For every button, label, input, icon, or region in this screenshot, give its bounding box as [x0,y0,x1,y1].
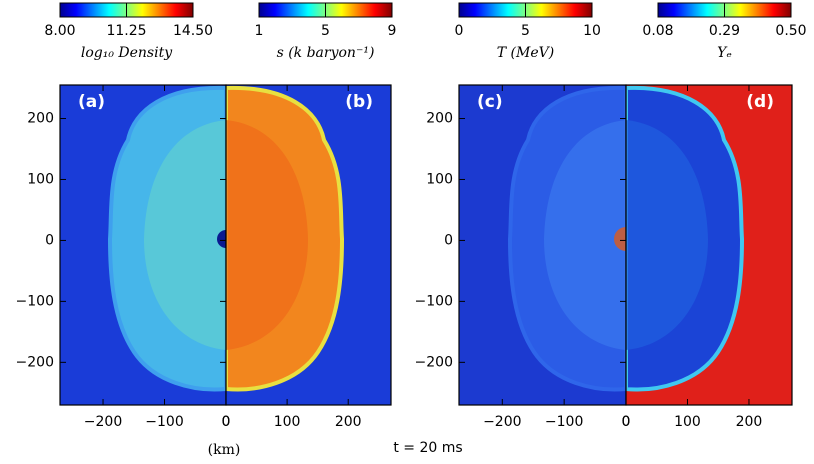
y-tick-label: 0 [444,232,453,248]
colorbar-label: s (k baryon⁻¹) [277,45,375,61]
panel-label: (c) [477,92,503,112]
caption: t = 20 ms [393,440,462,456]
core [614,227,626,251]
y-tick-label: −100 [415,293,453,309]
x-axis-label: (km) [208,442,241,458]
colorbar-tick-label: 5 [321,23,330,39]
colorbar-tick-label: 0.08 [642,23,673,39]
y-tick-label: 100 [27,171,54,187]
colorbar-tick-label: 0 [455,23,464,39]
colorbar-label: log₁₀ Density [81,45,173,61]
colorbar-tick-label: 9 [388,23,397,39]
panel-label: (d) [746,92,774,112]
colorbar-tick-label: 10 [583,23,601,39]
x-tick-label: 200 [736,414,763,430]
axes-frame [625,84,793,406]
x-tick-label: −200 [483,414,521,430]
colorbar-tick-label: 5 [521,23,530,39]
heatmap-image [626,85,792,405]
y-tick-label: −200 [415,354,453,370]
colorbar-tick-label: 0.50 [775,23,806,39]
x-tick-label: 100 [274,414,301,430]
ejecta-core [544,120,626,350]
x-tick-label: 0 [622,414,631,430]
x-tick-label: 200 [335,414,362,430]
colorbar-label: T (MeV) [497,45,554,61]
x-tick-label: −100 [545,414,583,430]
x-tick-label: 0 [222,414,231,430]
y-tick-label: 0 [45,232,54,248]
panel-label: (b) [345,92,373,112]
y-tick-label: −200 [16,354,54,370]
ejecta-core [226,120,308,350]
panel-label: (a) [78,92,105,112]
colorbar-label: Yₑ [717,45,732,61]
axes-frame [225,84,392,406]
y-tick-label: −100 [16,293,54,309]
colorbar-tick-label: 0.29 [709,23,740,39]
colorbar-tick-label: 1 [255,23,264,39]
colorbar-tick-label: 8.00 [44,23,75,39]
heatmap-image [459,85,626,405]
x-tick-label: 0 [622,414,631,430]
ejecta-core [626,120,708,350]
colorbar-tick-label: 14.50 [173,23,213,39]
heatmap-image [60,85,226,405]
colorbar-tick-label: 11.25 [106,23,146,39]
x-tick-label: 0 [222,414,231,430]
x-tick-label: 100 [674,414,701,430]
heatmap-image [226,85,391,405]
y-tick-label: 200 [27,111,54,127]
x-tick-label: −200 [84,414,122,430]
ejecta-core [144,120,226,350]
core [217,230,226,248]
y-tick-label: 100 [426,171,453,187]
x-tick-label: −100 [145,414,183,430]
y-tick-label: 200 [426,111,453,127]
